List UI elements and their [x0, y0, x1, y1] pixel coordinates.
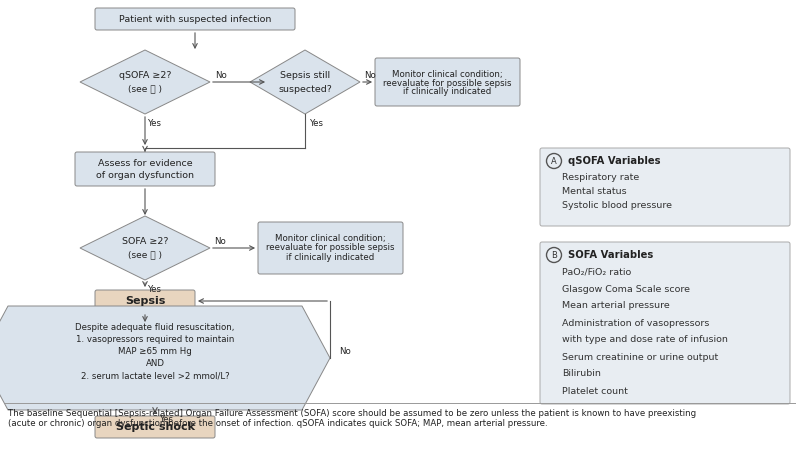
Text: Yes: Yes [160, 415, 174, 424]
Text: Monitor clinical condition;: Monitor clinical condition; [392, 70, 503, 79]
Polygon shape [80, 216, 210, 280]
Text: if clinically indicated: if clinically indicated [286, 252, 374, 262]
Text: Yes: Yes [148, 119, 162, 128]
Text: Mental status: Mental status [562, 188, 626, 197]
Text: No: No [364, 71, 376, 80]
Text: 2. serum lactate level >2 mmol/L?: 2. serum lactate level >2 mmol/L? [81, 371, 230, 380]
Text: AND: AND [146, 360, 165, 369]
FancyBboxPatch shape [95, 8, 295, 30]
Text: (see Ⓑ ): (see Ⓑ ) [128, 251, 162, 260]
Polygon shape [0, 306, 330, 410]
FancyBboxPatch shape [95, 416, 215, 438]
FancyBboxPatch shape [258, 222, 403, 274]
Text: Despite adequate fluid resuscitation,: Despite adequate fluid resuscitation, [75, 324, 234, 332]
Text: Respiratory rate: Respiratory rate [562, 173, 639, 183]
Text: with type and dose rate of infusion: with type and dose rate of infusion [562, 336, 728, 345]
Text: of organ dysfunction: of organ dysfunction [96, 171, 194, 179]
Text: B: B [551, 251, 557, 260]
Text: A: A [551, 157, 557, 166]
Text: No: No [215, 71, 227, 80]
Text: 1. vasopressors required to maintain: 1. vasopressors required to maintain [76, 336, 234, 345]
Text: SOFA ≥2?: SOFA ≥2? [122, 237, 168, 246]
Text: qSOFA ≥2?: qSOFA ≥2? [118, 70, 171, 79]
Text: Glasgow Coma Scale score: Glasgow Coma Scale score [562, 285, 690, 293]
FancyBboxPatch shape [75, 152, 215, 186]
Text: Patient with suspected infection: Patient with suspected infection [119, 15, 271, 24]
Text: Platelet count: Platelet count [562, 386, 628, 395]
FancyBboxPatch shape [540, 148, 790, 226]
Text: No: No [339, 347, 351, 356]
FancyBboxPatch shape [540, 242, 790, 404]
Text: reevaluate for possible sepsis: reevaluate for possible sepsis [266, 243, 394, 252]
Text: Mean arterial pressure: Mean arterial pressure [562, 301, 670, 311]
Text: reevaluate for possible sepsis: reevaluate for possible sepsis [383, 79, 512, 88]
Text: Assess for evidence: Assess for evidence [98, 158, 192, 168]
Text: Administration of vasopressors: Administration of vasopressors [562, 319, 710, 327]
Text: Sepsis: Sepsis [125, 296, 165, 306]
Text: The baseline Sequential [Sepsis-related] Organ Failure Assessment (SOFA) score s: The baseline Sequential [Sepsis-related]… [8, 409, 696, 429]
Polygon shape [80, 50, 210, 114]
Text: Septic shock: Septic shock [115, 422, 194, 432]
Text: Bilirubin: Bilirubin [562, 370, 601, 379]
Text: Serum creatinine or urine output: Serum creatinine or urine output [562, 352, 718, 361]
Text: if clinically indicated: if clinically indicated [403, 87, 492, 95]
FancyBboxPatch shape [375, 58, 520, 106]
Text: suspected?: suspected? [278, 84, 332, 94]
FancyBboxPatch shape [95, 290, 195, 312]
Text: Monitor clinical condition;: Monitor clinical condition; [275, 235, 386, 243]
Text: SOFA Variables: SOFA Variables [568, 250, 654, 260]
Text: No: No [214, 237, 226, 247]
Text: qSOFA Variables: qSOFA Variables [568, 156, 661, 166]
Text: Sepsis still: Sepsis still [280, 70, 330, 79]
Polygon shape [250, 50, 360, 114]
Text: Systolic blood pressure: Systolic blood pressure [562, 202, 672, 211]
Text: MAP ≥65 mm Hg: MAP ≥65 mm Hg [118, 347, 192, 356]
Text: PaO₂/FiO₂ ratio: PaO₂/FiO₂ ratio [562, 267, 631, 276]
Text: (see Ⓐ ): (see Ⓐ ) [128, 84, 162, 94]
Text: Yes: Yes [148, 286, 162, 295]
Text: Yes: Yes [310, 119, 324, 128]
